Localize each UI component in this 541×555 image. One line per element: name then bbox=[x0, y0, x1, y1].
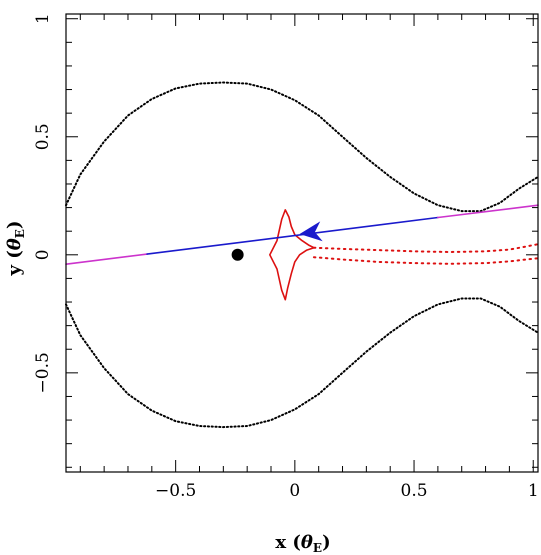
y-tick-label: 0 bbox=[33, 249, 53, 260]
x-tick-label: 1 bbox=[528, 481, 539, 501]
x-tick-label: −0.5 bbox=[155, 481, 196, 501]
series-7-trajectory-outer bbox=[437, 204, 539, 219]
x-tick-label: 0 bbox=[289, 481, 300, 501]
plot-markers bbox=[231, 221, 323, 261]
axis-ticks bbox=[66, 14, 538, 472]
x-tick-label: 0.5 bbox=[401, 481, 428, 501]
series-5-trajectory-outer bbox=[65, 253, 148, 265]
series-3-caustic bbox=[312, 243, 539, 253]
series-6-trajectory-inner bbox=[146, 216, 439, 255]
direction-arrow bbox=[299, 221, 323, 242]
series-4-caustic bbox=[312, 256, 539, 265]
y-axis-label: y (θE) bbox=[4, 221, 27, 277]
y-tick-label: 1 bbox=[33, 13, 53, 24]
plot-curves bbox=[65, 81, 539, 429]
tick-labels: −0.5 0 0.5 1 −0.5 0 0.5 1 bbox=[33, 13, 539, 501]
series-1-critical-curve bbox=[65, 297, 539, 429]
x-axis-label: x (θE) bbox=[275, 532, 330, 555]
lens-point-marker bbox=[231, 248, 244, 261]
y-tick-label: −0.5 bbox=[33, 352, 53, 393]
series-2-caustic bbox=[269, 209, 315, 301]
y-tick-label: 0.5 bbox=[33, 123, 53, 150]
plot-frame bbox=[65, 13, 539, 473]
series-0-critical-curve bbox=[65, 81, 539, 213]
